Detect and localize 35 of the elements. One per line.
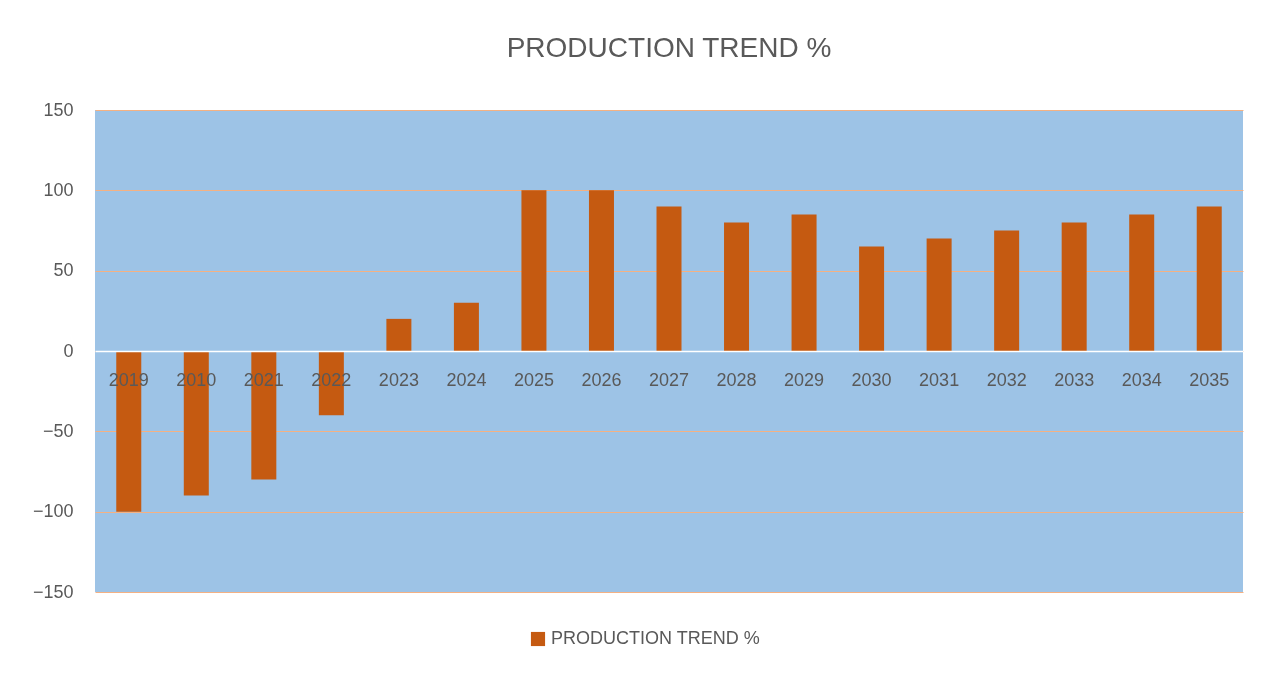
- x-tick-label: 2034: [1121, 369, 1162, 390]
- bar: [386, 318, 412, 351]
- bar: [791, 214, 817, 351]
- chart-title: PRODUCTION TREND %: [506, 32, 832, 63]
- bar: [1196, 206, 1222, 351]
- y-tick-label: 100: [43, 179, 74, 200]
- y-tick-label: −50: [42, 420, 74, 441]
- y-tick-label: 150: [43, 99, 74, 120]
- bar: [588, 190, 614, 351]
- y-tick-label: −150: [32, 581, 74, 602]
- x-tick-label: 2023: [378, 369, 419, 390]
- bar: [1061, 222, 1087, 351]
- bar: [1129, 214, 1155, 351]
- bar: [724, 222, 750, 351]
- legend-label: PRODUCTION TREND %: [551, 628, 760, 648]
- y-tick-label: 0: [63, 340, 74, 361]
- x-tick-label: 2033: [1054, 369, 1095, 390]
- bar: [926, 238, 952, 351]
- x-tick-label: 2028: [716, 369, 757, 390]
- x-tick-label: 2025: [513, 369, 554, 390]
- x-tick-label: 2027: [648, 369, 690, 390]
- x-tick-label: 2026: [581, 369, 622, 390]
- bar: [994, 230, 1020, 351]
- y-tick-label: 50: [53, 260, 74, 281]
- bar: [656, 206, 682, 351]
- x-tick-label: 2029: [784, 369, 825, 390]
- bar: [859, 246, 885, 351]
- bar: [453, 302, 479, 351]
- x-tick-label: 2035: [1189, 369, 1230, 390]
- x-tick-label: 2032: [986, 369, 1027, 390]
- x-tick-label: 2031: [919, 369, 960, 390]
- x-tick-label: 2024: [446, 369, 487, 390]
- x-tick-label: 2030: [851, 369, 892, 390]
- y-tick-label: −100: [32, 501, 74, 522]
- bar: [521, 190, 547, 351]
